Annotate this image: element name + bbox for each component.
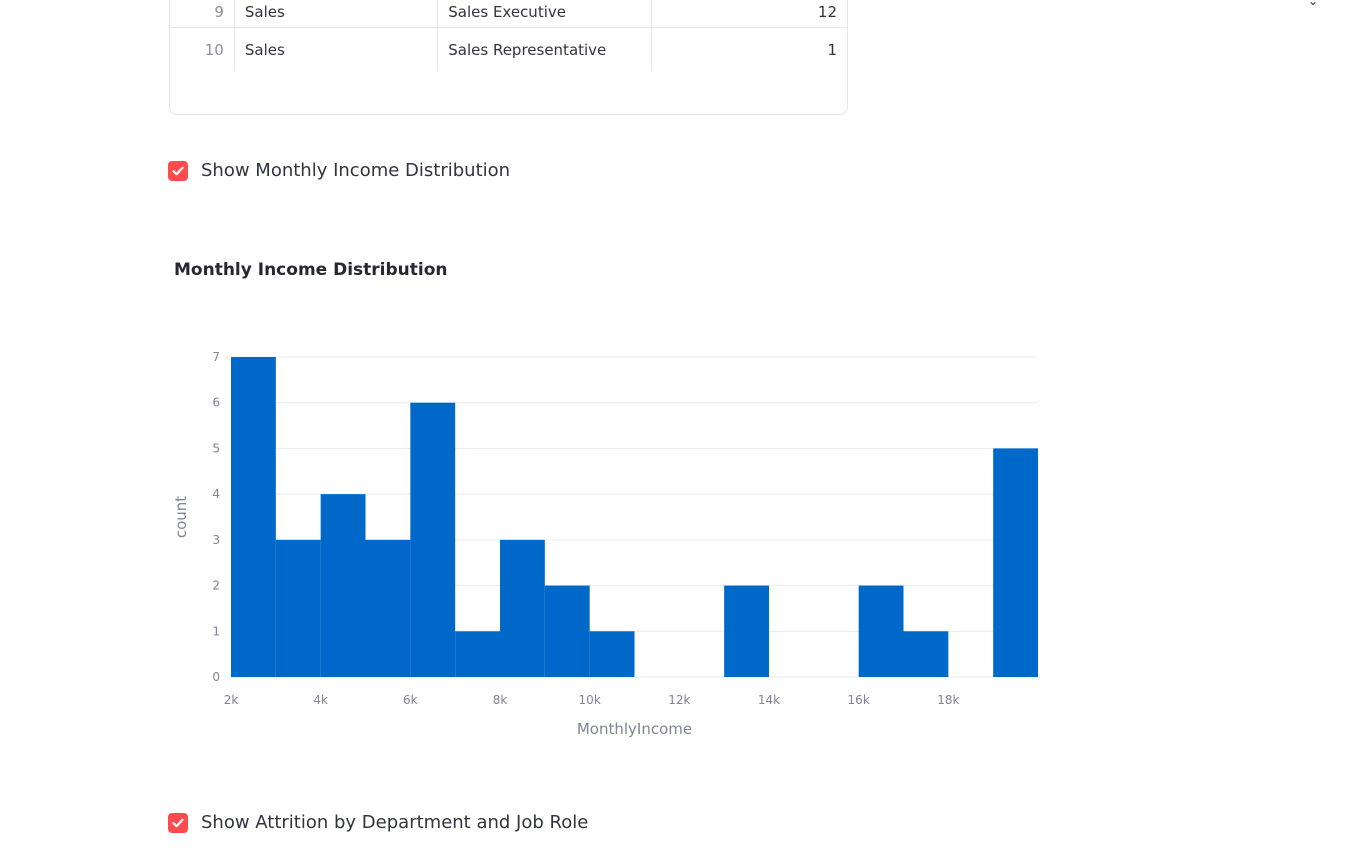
y-tick-label: 7	[212, 350, 220, 364]
job-role-cell[interactable]: Sales Executive	[437, 0, 650, 27]
histogram-bar	[455, 631, 500, 677]
y-tick-label: 5	[212, 441, 220, 455]
histogram-bar	[500, 539, 545, 677]
department-jobrole-table: 9 Sales Sales Executive 12 10 Sales Sale…	[169, 0, 848, 115]
histogram-bar	[903, 631, 949, 677]
department-cell[interactable]: Sales	[233, 28, 437, 71]
x-tick-label: 6k	[403, 693, 418, 707]
y-tick-label: 2	[212, 579, 220, 593]
x-tick-label: 8k	[493, 693, 508, 707]
y-tick-label: 6	[212, 396, 220, 410]
checkbox-label: Show Attrition by Department and Job Rol…	[201, 812, 589, 833]
x-tick-label: 10k	[579, 693, 601, 707]
y-tick-label: 1	[212, 624, 220, 638]
y-axis-label: count	[172, 496, 190, 538]
histogram-bar	[544, 585, 590, 677]
job-role-cell[interactable]: Sales Representative	[437, 28, 650, 71]
checkbox-label: Show Monthly Income Distribution	[201, 160, 511, 181]
row-index: 9	[214, 2, 224, 21]
y-tick-label: 0	[212, 670, 220, 684]
count-cell[interactable]: 12	[650, 0, 847, 27]
menu-chevron-icon[interactable]: ⌄	[1308, 0, 1319, 8]
x-tick-label: 12k	[668, 693, 690, 707]
income-distribution-checkbox[interactable]: Show Monthly Income Distribution	[168, 160, 510, 181]
department-cell[interactable]: Sales	[233, 0, 437, 27]
x-tick-label: 2k	[224, 693, 239, 707]
histogram-bar	[410, 402, 456, 677]
histogram-bar	[858, 585, 904, 677]
y-tick-label: 3	[212, 533, 220, 547]
histogram-bar	[589, 631, 635, 677]
histogram-bar	[724, 585, 769, 677]
x-tick-label: 4k	[313, 693, 328, 707]
x-tick-label: 16k	[848, 693, 870, 707]
x-tick-label: 14k	[758, 693, 780, 707]
x-tick-label: 18k	[937, 693, 959, 707]
row-index: 10	[204, 40, 224, 59]
x-axis-label: MonthlyIncome	[577, 720, 692, 738]
attrition-checkbox[interactable]: Show Attrition by Department and Job Rol…	[168, 812, 588, 833]
histogram-bar	[365, 539, 411, 677]
count-cell[interactable]: 1	[650, 28, 847, 71]
chart-title: Monthly Income Distribution	[174, 260, 448, 280]
table-row: 9 Sales Sales Executive 12	[170, 0, 847, 27]
checkbox-checked-icon[interactable]	[168, 160, 188, 181]
histogram-bar	[320, 494, 366, 677]
table-row: 10 Sales Sales Representative 1	[170, 27, 847, 71]
histogram-bar	[993, 448, 1038, 677]
histogram-bar	[231, 357, 276, 677]
y-tick-label: 4	[212, 487, 220, 501]
histogram-bar	[275, 539, 321, 677]
checkbox-checked-icon[interactable]	[168, 812, 188, 833]
